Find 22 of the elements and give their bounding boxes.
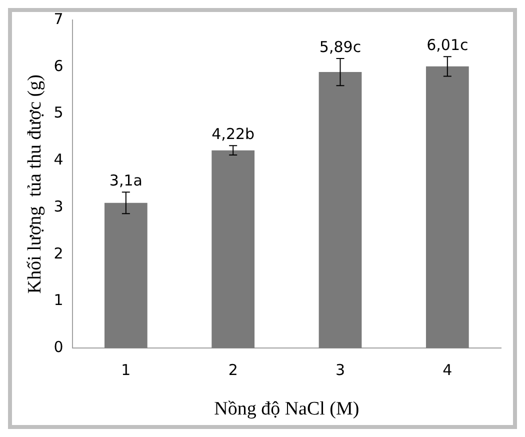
y-tick-label: 5 [54, 104, 64, 122]
x-tick-label: 1 [121, 361, 131, 380]
y-tick-label: 4 [54, 150, 64, 169]
data-label: 3,1a [109, 171, 142, 190]
bar [318, 72, 362, 348]
x-axis-title: Nồng độ NaCl (M) [214, 398, 360, 420]
x-tick-label: 3 [335, 361, 346, 380]
y-tick-label: 6 [54, 56, 64, 75]
bar [426, 66, 469, 348]
y-axis-title: Khối lượng tủa thu được (g) [24, 74, 46, 294]
y-tick-label: 3 [54, 197, 64, 216]
y-tick-label: 7 [54, 10, 64, 28]
bar [104, 202, 148, 348]
y-tick-label: 1 [54, 291, 64, 310]
data-label: 6,01c [426, 36, 468, 54]
data-label: 5,89c [319, 38, 362, 56]
y-tick-label: 0 [54, 338, 64, 356]
x-tick-label: 4 [442, 361, 452, 380]
bar [212, 150, 255, 348]
y-tick-label: 2 [54, 244, 64, 262]
data-label: 4,22b [212, 125, 255, 144]
x-tick-label: 2 [228, 361, 238, 380]
